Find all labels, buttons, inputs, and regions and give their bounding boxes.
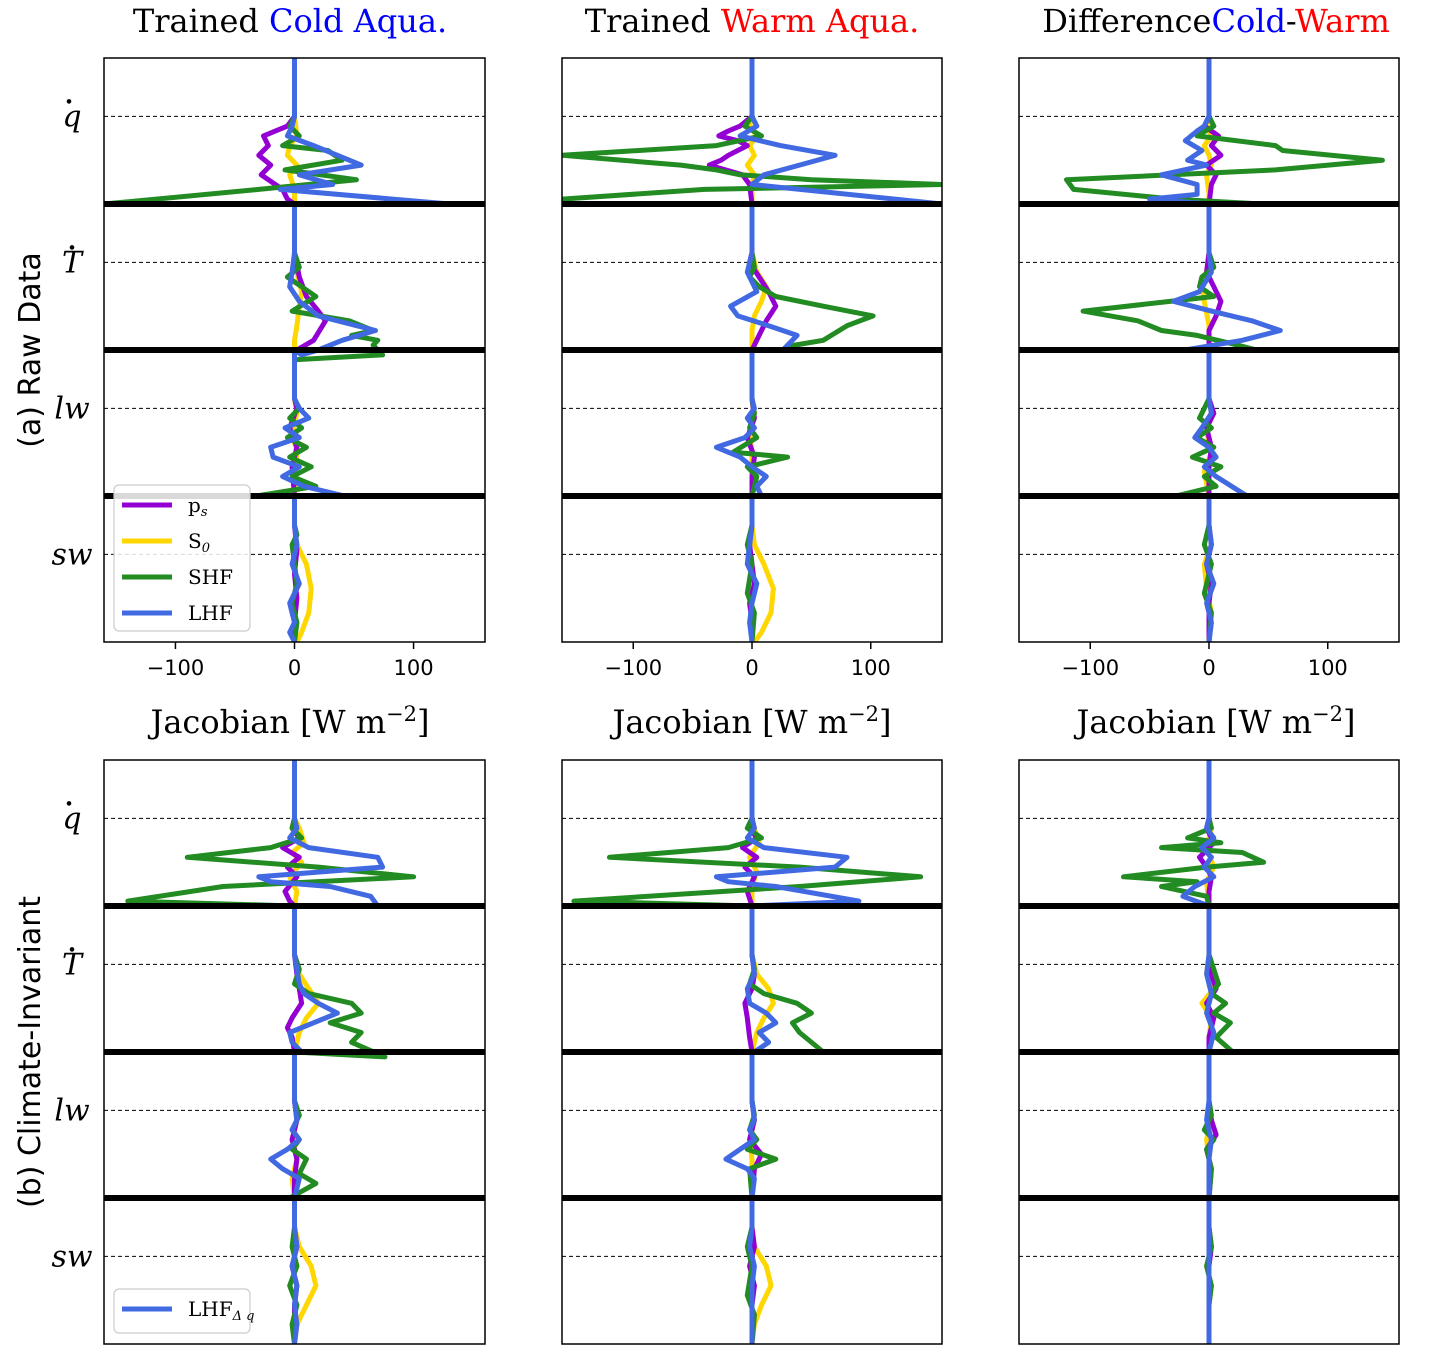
legend-label-sub: Δ q <box>232 1309 255 1324</box>
x-axis-label-exp: −2 <box>386 702 417 726</box>
legend-label-main: LHF <box>188 1297 233 1321</box>
x-tick-label: 100 <box>1308 656 1348 680</box>
x-axis-label-1: Jacobian [W m−2] <box>609 702 891 741</box>
column-title-part: Difference <box>1042 2 1211 40</box>
x-axis-label-2: Jacobian [W m−2] <box>1073 702 1355 741</box>
x-tick-label: 0 <box>1202 656 1215 680</box>
legend-label: ps <box>188 493 208 520</box>
x-tick-label: −100 <box>1061 656 1119 680</box>
x-axis-label-text: Jacobian [W m <box>609 703 848 741</box>
dot-accent <box>69 947 75 952</box>
x-tick-label: 0 <box>288 656 301 680</box>
column-title-0: Trained Cold Aqua. <box>133 2 447 40</box>
x-axis-label-close: ] <box>417 703 429 741</box>
series-line-LHF <box>256 760 386 1344</box>
block-label-sw: sw <box>51 537 92 572</box>
series-line-S0 <box>284 58 314 642</box>
column-title-part: Cold <box>1211 2 1285 40</box>
x-tick-label: −100 <box>604 656 662 680</box>
panel-1-1 <box>561 759 943 1345</box>
block-label-lw: lw <box>54 391 90 426</box>
legend-label: SHF <box>188 565 233 589</box>
legend-label: LHF <box>188 601 233 625</box>
legend-label-sub: 0 <box>202 541 210 556</box>
legend-frame <box>113 1288 251 1334</box>
dot-accent <box>69 245 75 250</box>
x-axis-label-close: ] <box>1343 703 1355 741</box>
row-label-0: (a) Raw Data <box>13 252 48 448</box>
block-label-lw: lw <box>54 1093 90 1128</box>
panel-1-2 <box>1018 759 1400 1345</box>
block-label-sw: sw <box>51 1239 92 1274</box>
column-title-part: Warm <box>1295 2 1390 40</box>
panel-1-0 <box>103 759 486 1345</box>
panel-frame <box>1018 759 1400 1345</box>
column-title-part: Cold Aqua. <box>269 2 447 40</box>
column-title-part: Warm Aqua. <box>721 2 919 40</box>
column-title-1: Trained Warm Aqua. <box>585 2 920 40</box>
legend-label-main: p <box>188 493 201 517</box>
column-title-part: Trained <box>133 2 269 40</box>
legend-label-main: SHF <box>188 565 233 589</box>
x-axis-label-0: Jacobian [W m−2] <box>147 702 429 741</box>
x-axis-label-exp: −2 <box>1312 702 1343 726</box>
series-group <box>571 760 924 1344</box>
legend-label-main: LHF <box>188 601 233 625</box>
series-line-LHF <box>713 760 862 1344</box>
series-group <box>125 760 417 1344</box>
legend-label: S0 <box>188 529 210 556</box>
column-title-2: DifferenceCold-Warm <box>1042 2 1390 40</box>
x-axis-label-text: Jacobian [W m <box>1073 703 1312 741</box>
panel-0-0: −100 0 100 <box>103 57 486 680</box>
dot-accent <box>66 99 72 104</box>
legend-b: LHFΔ q <box>113 1288 254 1334</box>
x-tick-label: 100 <box>851 656 891 680</box>
legend-label-sub: s <box>201 505 208 520</box>
panel-frame <box>103 759 486 1345</box>
x-tick-label: 100 <box>394 656 434 680</box>
row-label-1: (b) Climate-Invariant <box>13 896 48 1208</box>
x-tick-label: 0 <box>745 656 758 680</box>
block-label-T: T <box>62 947 84 982</box>
dot-accent <box>66 801 72 806</box>
x-axis-label-close: ] <box>879 703 891 741</box>
panel-0-1: −100 0 100 <box>561 57 943 680</box>
x-axis-label-text: Jacobian [W m <box>147 703 386 741</box>
column-title-part: Trained <box>585 2 721 40</box>
block-label-T: T <box>62 245 84 280</box>
panel-frame <box>561 759 943 1345</box>
series-line-LHF <box>1147 58 1283 642</box>
column-title-part: - <box>1286 2 1296 40</box>
series-line-SHF <box>562 58 942 642</box>
x-tick-label: −100 <box>147 656 205 680</box>
series-group <box>1121 760 1267 1344</box>
series-line-LHF <box>1180 760 1217 1344</box>
legend-label-main: S <box>188 529 202 553</box>
block-label-q: q <box>62 99 81 134</box>
panel-0-2: −100 0 100 <box>1018 57 1400 680</box>
legend-frame <box>113 484 251 632</box>
x-axis-label-exp: −2 <box>848 702 879 726</box>
block-label-q: q <box>62 801 81 836</box>
legend-label: LHFΔ q <box>188 1297 254 1324</box>
